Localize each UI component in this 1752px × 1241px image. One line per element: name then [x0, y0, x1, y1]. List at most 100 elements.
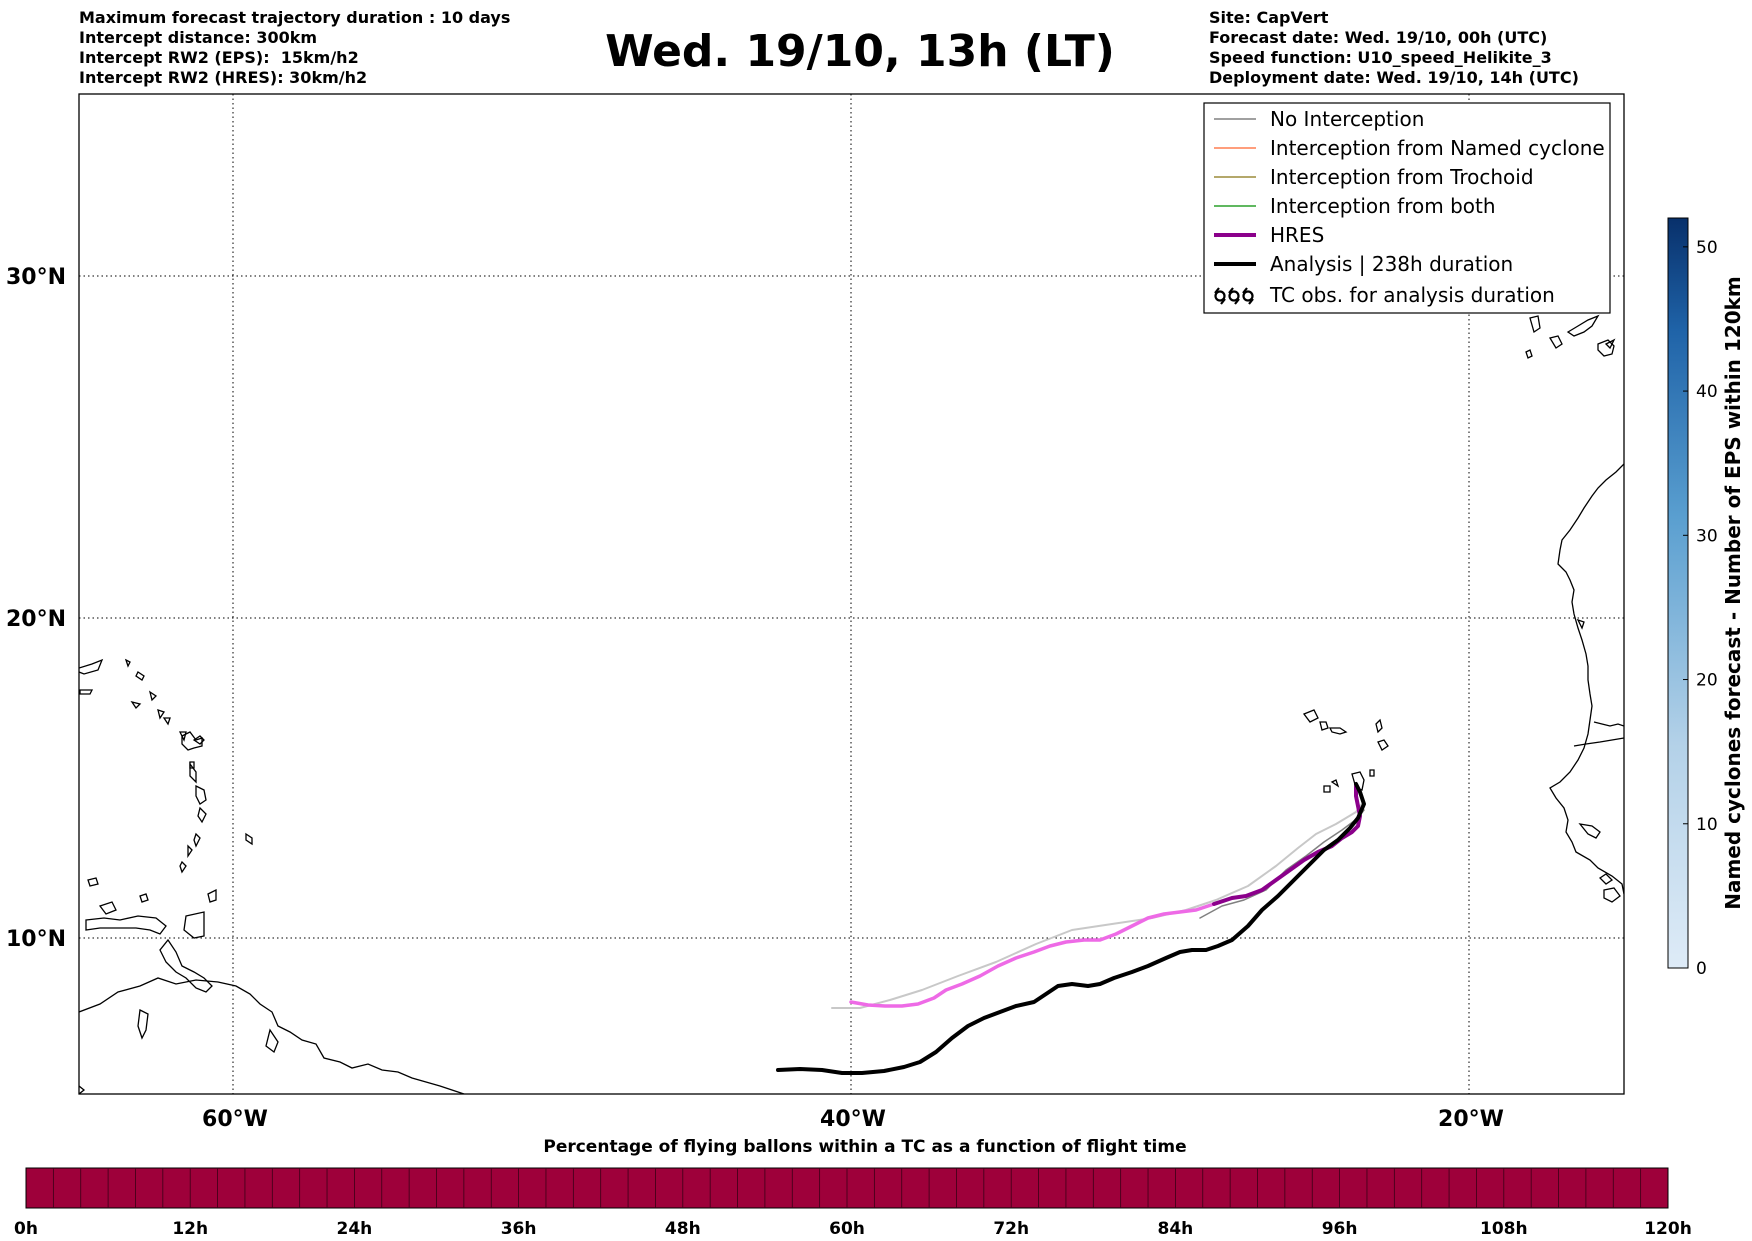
coastline-south-america-small [265, 1028, 279, 1054]
header-left: Maximum forecast trajectory duration : 1… [79, 8, 510, 88]
island-fogo [1323, 785, 1331, 793]
lat-label-10n: 10°N [6, 927, 66, 952]
coastline-south-america [79, 977, 465, 1094]
colorbar-right-tick-label: 10 [1696, 815, 1718, 835]
island-grenadines [187, 844, 193, 859]
island-tobago [183, 911, 205, 939]
island-trinidad [159, 938, 213, 993]
island-antilles-4 [162, 717, 171, 726]
island-martinique [195, 784, 207, 805]
coast-guinea-islands [1578, 823, 1601, 839]
colorbar-bottom-tick-label: 0h [14, 1219, 38, 1239]
coast-sierra-leone [1603, 887, 1621, 903]
island-small-5 [87, 877, 99, 887]
island-puerto-rico-edge [79, 658, 104, 675]
header-right-line: Site: CapVert [1209, 8, 1329, 27]
colorbar-right-tick-label: 20 [1696, 671, 1718, 691]
island-virgin-1 [124, 658, 131, 668]
island-maio [1369, 769, 1375, 777]
cyclone-symbol-icon [1214, 287, 1254, 305]
colorbar-bottom-tick-label: 108h [1480, 1219, 1528, 1239]
island-dominica [189, 762, 197, 784]
coastline-south-america-edge [79, 1085, 86, 1094]
trajectories [776, 782, 1366, 1075]
header-right: Site: CapVert Forecast date: Wed. 19/10,… [1209, 8, 1579, 88]
colorbar-bottom: Percentage of flying ballons within a TC… [14, 1137, 1692, 1239]
lon-label-40w: 40°W [820, 1107, 886, 1132]
island-gran-canaria [1597, 339, 1615, 357]
trajectory-no-interception [1199, 809, 1365, 919]
island-fuerteventura [1566, 314, 1600, 337]
colorbar-right-tick-label: 50 [1696, 238, 1718, 258]
legend-label: HRES [1270, 223, 1324, 247]
colorbar-right: 0 10 20 30 40 50 Named cyclones forecast - Nu… [1667, 217, 1745, 979]
colorbar-bottom-tick-label: 36h [501, 1219, 537, 1239]
colorbar-bottom-tick-label: 72h [993, 1219, 1029, 1239]
lat-label-20n: 20°N [6, 607, 66, 632]
island-antigua [192, 735, 205, 745]
island-lanzarote [1604, 338, 1616, 350]
island-st-lucia [197, 806, 207, 824]
island-virgin-2 [135, 671, 145, 681]
island-antilles-2 [130, 700, 142, 710]
coast-inlet [1576, 618, 1585, 630]
colorbar-bottom-tick-label: 24h [337, 1219, 373, 1239]
island-grenada [179, 860, 187, 874]
trajectory-hres-light [849, 902, 1216, 1008]
coast-west-africa-detail [1593, 721, 1624, 727]
lon-label-60w: 60°W [202, 1107, 268, 1132]
island-sao-nicolau [1328, 727, 1348, 735]
header-left-line: Maximum forecast trajectory duration : 1… [79, 8, 511, 27]
legend: No Interception Interception from Named … [1203, 102, 1611, 314]
island-brava [1330, 779, 1340, 788]
island-small-2 [139, 893, 149, 903]
header-right-line: Speed function: U10_speed_Helikite_3 [1209, 48, 1552, 67]
island-st-vincent [193, 832, 201, 848]
legend-label: TC obs. for analysis duration [1269, 283, 1555, 307]
header-left-line: Intercept distance: 300km [79, 28, 318, 47]
legend-label: No Interception [1270, 107, 1424, 131]
colorbar-right-label: Named cyclones forecast - Number of EPS … [1721, 276, 1745, 910]
legend-label: Interception from Trochoid [1270, 165, 1534, 189]
colorbar-right-tick-label: 0 [1696, 959, 1707, 979]
coast-venezuela [85, 915, 167, 935]
legend-label: Interception from Named cyclone [1270, 136, 1605, 160]
island-antilles-1 [148, 690, 158, 702]
colorbar-bottom-tick-label: 96h [1322, 1219, 1358, 1239]
colorbar-bottom-tick-label: 84h [1158, 1219, 1194, 1239]
legend-label: Analysis | 238h duration [1270, 252, 1513, 276]
island-sal [1375, 718, 1383, 734]
island-small-1 [98, 901, 117, 915]
lat-label-30n: 30°N [6, 265, 66, 290]
colorbar-bottom-title: Percentage of flying ballons within a TC… [543, 1137, 1186, 1157]
colorbar-bottom-tick-label: 12h [172, 1219, 208, 1239]
island-guadeloupe [181, 731, 203, 751]
graticule [79, 94, 1624, 1094]
island-santo-antao [1302, 709, 1319, 723]
island-sao-vicente [1319, 721, 1329, 731]
colorbar-bottom-tick-label: 120h [1644, 1219, 1692, 1239]
legend-label: Interception from both [1270, 194, 1496, 218]
coast-gambia [1573, 737, 1624, 747]
island-small-3 [207, 888, 217, 903]
map-title: Wed. 19/10, 13h (LT) [605, 26, 1115, 77]
colorbar-right-scale [1667, 217, 1689, 969]
colorbar-bottom-tick-label: 48h [665, 1219, 701, 1239]
colorbar-right-tick-label: 40 [1696, 382, 1718, 402]
trajectory-analysis [776, 782, 1366, 1075]
colorbar-bottom-tick-label: 60h [829, 1219, 865, 1239]
coast-bijagos [1598, 873, 1614, 885]
header-left-line: Intercept RW2 (EPS): 15km/h2 [79, 48, 359, 67]
island-pr-2 [79, 689, 94, 695]
lon-label-20w: 20°W [1438, 1107, 1504, 1132]
header-right-line: Deployment date: Wed. 19/10, 14h (UTC) [1209, 68, 1579, 87]
coastline-west-africa [1549, 463, 1624, 895]
header-right-line: Forecast date: Wed. 19/10, 00h (UTC) [1209, 28, 1548, 47]
island-tenerife [1548, 335, 1563, 349]
island-small-4 [137, 1009, 149, 1040]
colorbar-right-tick-label: 30 [1696, 526, 1718, 546]
island-antilles-3 [157, 709, 166, 720]
legend-box [1203, 102, 1611, 314]
island-barbados [245, 832, 253, 846]
